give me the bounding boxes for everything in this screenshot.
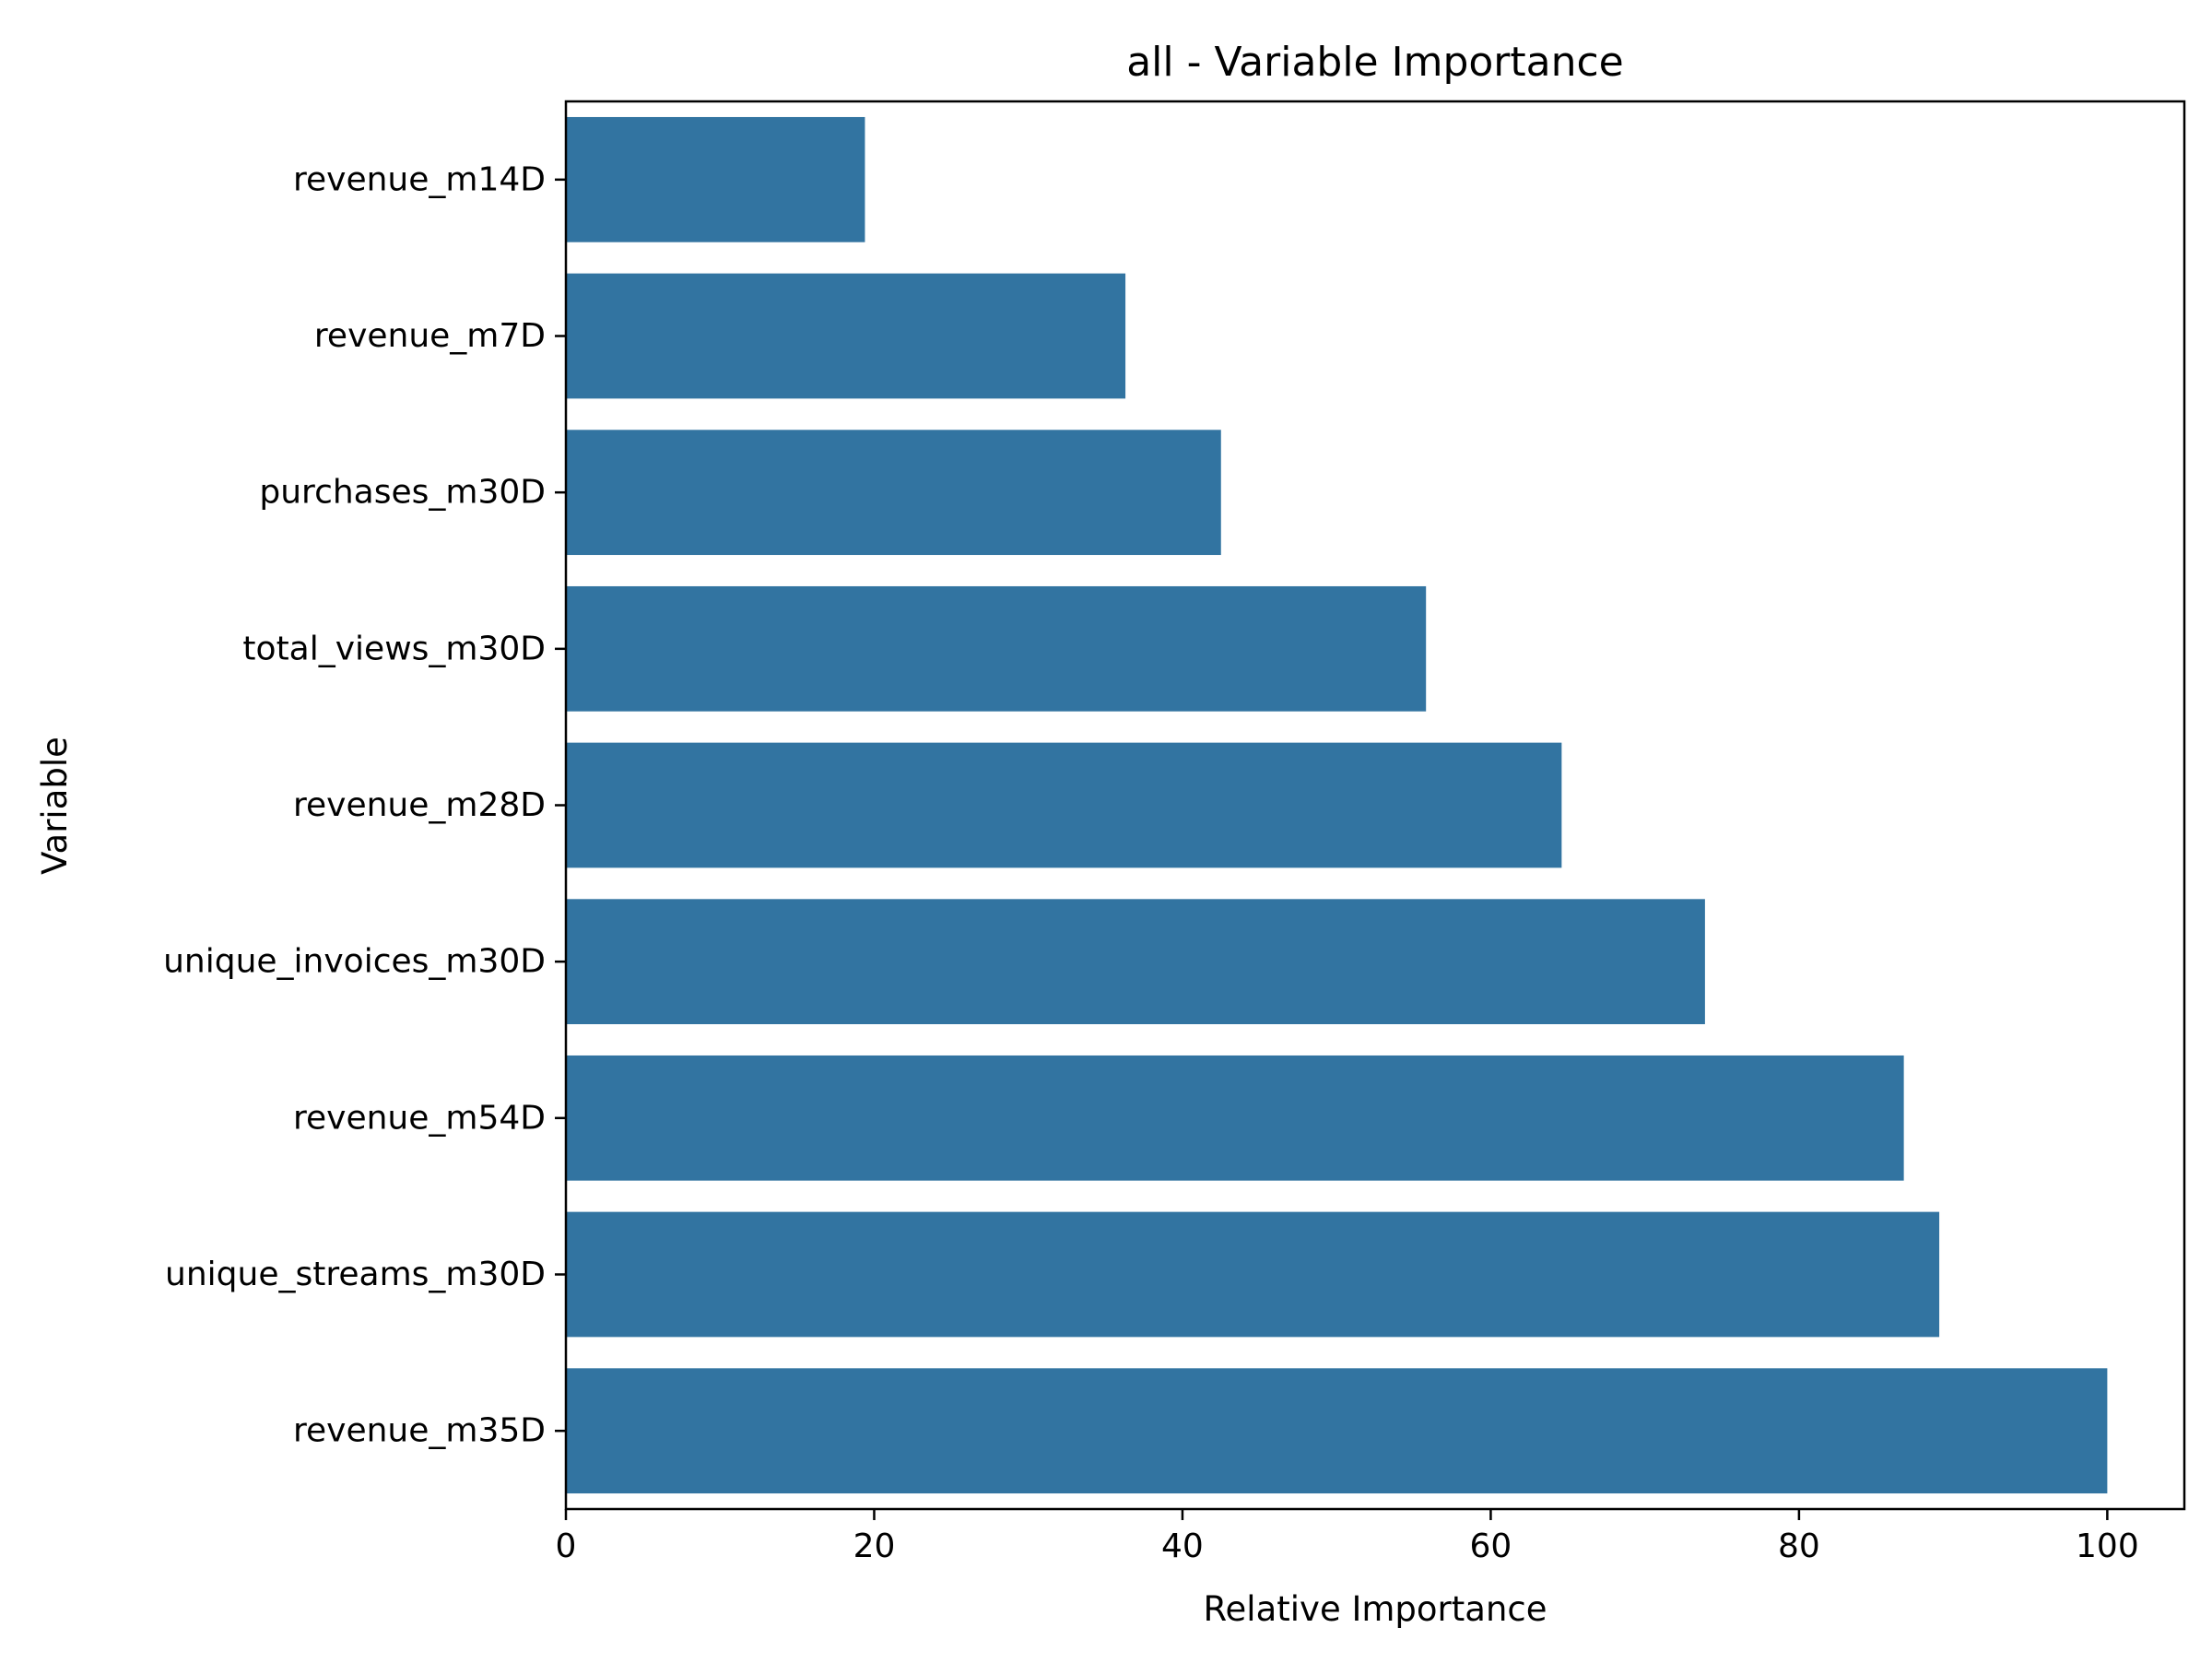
y-tick-label: revenue_m54D (293, 1099, 546, 1137)
bar-revenue-m28d (566, 742, 1562, 868)
x-tick-label: 100 (2076, 1527, 2139, 1565)
bar-revenue-m7d (566, 273, 1126, 399)
x-tick-label: 80 (1778, 1527, 1820, 1565)
y-tick-label: revenue_m28D (293, 786, 546, 824)
bar-unique-invoices-m30d (566, 899, 1705, 1025)
x-tick-label: 20 (853, 1527, 896, 1565)
bar-revenue-m14d (566, 116, 865, 242)
plot-area-frame (564, 100, 2186, 1511)
x-axis-label: Relative Importance (1204, 1589, 1547, 1629)
bar-revenue-m35d (566, 1368, 2108, 1494)
y-tick-label: revenue_m14D (293, 160, 546, 198)
bar-revenue-m54d (566, 1055, 1904, 1181)
y-tick-label: revenue_m7D (314, 317, 546, 355)
x-axis-ticks: 0 20 40 60 80 100 (556, 1509, 2139, 1565)
bars-layer (566, 116, 2108, 1494)
bar-total-views-m30d (566, 585, 1427, 712)
x-tick-label: 0 (556, 1527, 577, 1565)
x-tick-label: 40 (1161, 1527, 1204, 1565)
y-axis-ticks: revenue_m14D revenue_m7D purchases_m30Dtot… (163, 160, 566, 1450)
y-tick-label: purchases_m30D (259, 474, 546, 512)
y-tick-label: unique_streams_m30D (165, 1256, 546, 1293)
y-tick-label: total_views_m30D (242, 630, 546, 667)
bar-unique-streams-m30d (566, 1211, 1940, 1338)
bar-purchases-m30d (566, 430, 1221, 556)
y-axis-label: Variable (35, 737, 75, 875)
y-tick-label: unique_invoices_m30D (163, 943, 546, 981)
x-tick-label: 60 (1470, 1527, 1512, 1565)
y-tick-label: revenue_m35D (293, 1412, 546, 1450)
chart-title: all - Variable Importance (1126, 39, 1624, 86)
